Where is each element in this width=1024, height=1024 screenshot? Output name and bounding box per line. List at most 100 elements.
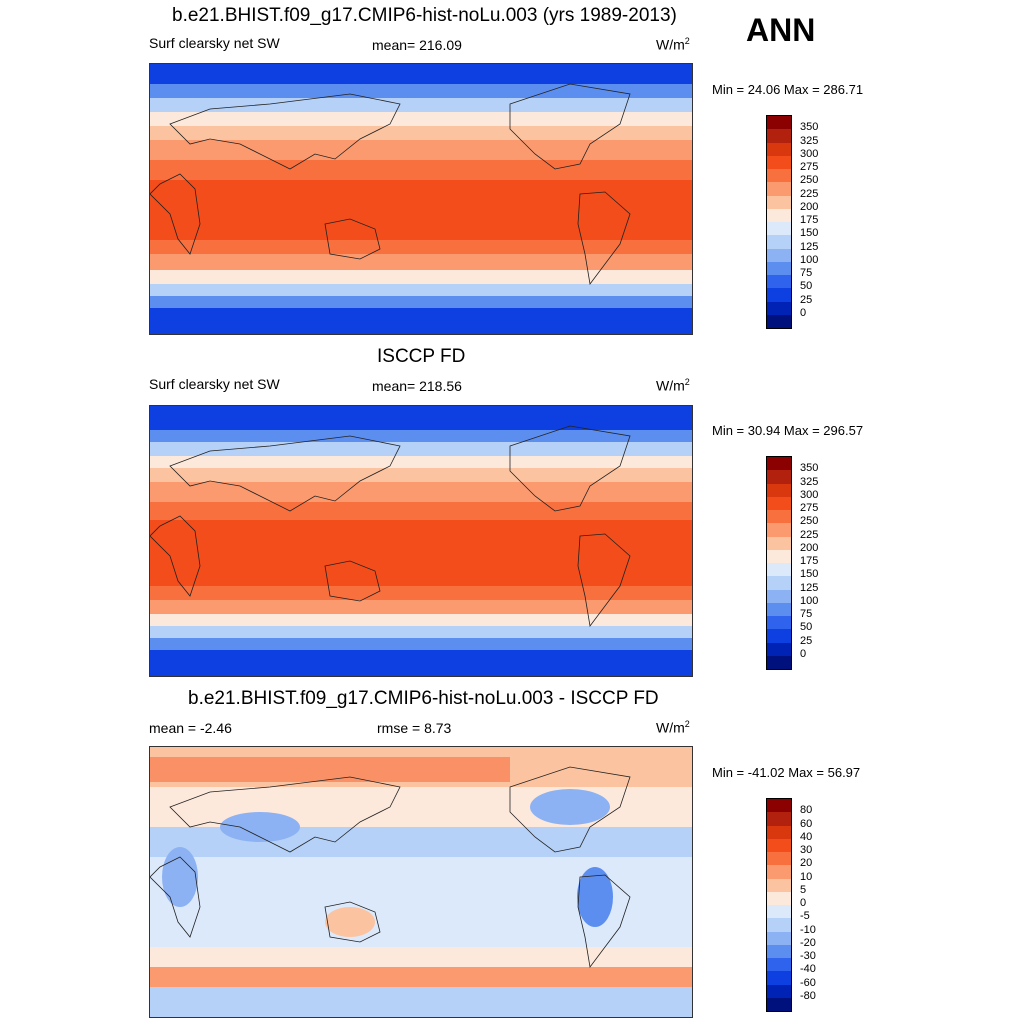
panel3-map-field: [150, 747, 692, 1017]
colorbar-swatch: [767, 536, 791, 550]
colorbar-tick-label: 10: [800, 870, 813, 883]
colorbar-swatch: [767, 301, 791, 315]
colorbar-tick-label: 200: [800, 200, 819, 213]
panel3-map: [149, 746, 693, 1018]
colorbar-swatch: [767, 155, 791, 169]
colorbar-swatch: [767, 129, 791, 143]
panel3-units: W/m2: [656, 719, 690, 736]
colorbar-tick-label: 350: [800, 121, 819, 134]
colorbar-swatch: [767, 314, 791, 328]
colorbar-swatch: [767, 589, 791, 603]
panel2-map: [149, 405, 693, 677]
colorbar-tick-label: 40: [800, 830, 813, 843]
colorbar-swatch: [767, 799, 791, 813]
panel2-variable-label: Surf clearsky net SW: [149, 376, 280, 392]
colorbar-tick-label: 0: [800, 306, 807, 319]
panel2-mean-label: mean= 218.56: [372, 378, 462, 394]
colorbar-swatch: [767, 288, 791, 302]
panel3-colorbar: [766, 798, 792, 1012]
colorbar-swatch: [767, 248, 791, 262]
colorbar-tick-label: 275: [800, 161, 819, 173]
colorbar-swatch: [767, 984, 791, 998]
panel1-title: b.e21.BHIST.f09_g17.CMIP6-hist-noLu.003 …: [172, 5, 677, 26]
colorbar-swatch: [767, 838, 791, 852]
colorbar-tick-label: 50: [800, 280, 813, 293]
colorbar-swatch: [767, 208, 791, 222]
colorbar-swatch: [767, 563, 791, 577]
colorbar-swatch: [767, 891, 791, 905]
colorbar-tick-label: 250: [800, 174, 819, 187]
colorbar-swatch: [767, 275, 791, 289]
colorbar-tick-label: 60: [800, 817, 813, 830]
colorbar-swatch: [767, 602, 791, 616]
colorbar-swatch: [767, 549, 791, 563]
colorbar-tick-label: 100: [800, 253, 819, 266]
panel1-mean-label: mean= 216.09: [372, 37, 462, 53]
colorbar-swatch: [767, 182, 791, 196]
panel3-colorbar-swatches: [767, 799, 791, 1011]
panel1-colorbar-swatches: [767, 116, 791, 328]
colorbar-swatch: [767, 222, 791, 236]
colorbar-swatch: [767, 958, 791, 972]
panel3-mean-label: mean = -2.46: [149, 720, 232, 736]
colorbar-tick-label: 325: [800, 475, 819, 488]
colorbar-swatch: [767, 261, 791, 275]
colorbar-swatch: [767, 944, 791, 958]
colorbar-tick-label: 175: [800, 214, 819, 226]
colorbar-swatch: [767, 616, 791, 630]
colorbar-tick-label: -30: [800, 950, 816, 962]
season-label: ANN: [746, 12, 816, 48]
colorbar-tick-label: -80: [800, 989, 816, 1002]
panel2-colorbar: [766, 456, 792, 670]
colorbar-tick-label: 80: [800, 804, 813, 817]
colorbar-tick-label: 125: [800, 581, 819, 594]
colorbar-tick-label: 0: [800, 897, 807, 909]
colorbar-tick-label: 20: [800, 857, 813, 870]
colorbar-swatch: [767, 931, 791, 945]
panel1-map: [149, 63, 693, 335]
colorbar-tick-label: 175: [800, 555, 819, 567]
colorbar-swatch: [767, 865, 791, 879]
colorbar-swatch: [767, 195, 791, 209]
colorbar-swatch: [767, 971, 791, 985]
colorbar-swatch: [767, 483, 791, 497]
colorbar-swatch: [767, 812, 791, 826]
colorbar-tick-label: 25: [800, 634, 813, 647]
colorbar-tick-label: 300: [800, 147, 819, 160]
colorbar-tick-label: 250: [800, 515, 819, 528]
colorbar-tick-label: -60: [800, 976, 816, 989]
panel2-units: W/m2: [656, 377, 690, 394]
colorbar-swatch: [767, 235, 791, 249]
colorbar-tick-label: 125: [800, 240, 819, 253]
colorbar-tick-label: -40: [800, 963, 816, 976]
colorbar-swatch: [767, 470, 791, 484]
colorbar-tick-label: -5: [800, 910, 810, 923]
colorbar-swatch: [767, 852, 791, 866]
colorbar-swatch: [767, 905, 791, 919]
panel2-minmax: Min = 30.94 Max = 296.57: [712, 423, 864, 438]
panel1-minmax: Min = 24.06 Max = 286.71: [712, 82, 864, 97]
colorbar-swatch: [767, 169, 791, 183]
colorbar-swatch: [767, 142, 791, 156]
panel2-map-field: [150, 406, 692, 676]
colorbar-swatch: [767, 496, 791, 510]
colorbar-tick-label: 100: [800, 594, 819, 607]
colorbar-tick-label: 30: [800, 844, 813, 856]
colorbar-tick-label: 50: [800, 621, 813, 634]
panel3-rmse-label: rmse = 8.73: [377, 720, 452, 736]
colorbar-tick-label: 225: [800, 187, 819, 200]
colorbar-swatch: [767, 997, 791, 1011]
colorbar-swatch: [767, 918, 791, 932]
colorbar-tick-label: 275: [800, 502, 819, 514]
colorbar-tick-label: 0: [800, 647, 807, 660]
colorbar-swatch: [767, 116, 791, 130]
colorbar-tick-label: -10: [800, 923, 816, 936]
panel2-title: ISCCP FD: [377, 346, 466, 367]
colorbar-swatch: [767, 629, 791, 643]
colorbar-swatch: [767, 523, 791, 537]
colorbar-tick-label: 5: [800, 883, 807, 896]
colorbar-swatch: [767, 642, 791, 656]
panel1-units: W/m2: [656, 36, 690, 53]
panel2-colorbar-swatches: [767, 457, 791, 669]
colorbar-swatch: [767, 878, 791, 892]
